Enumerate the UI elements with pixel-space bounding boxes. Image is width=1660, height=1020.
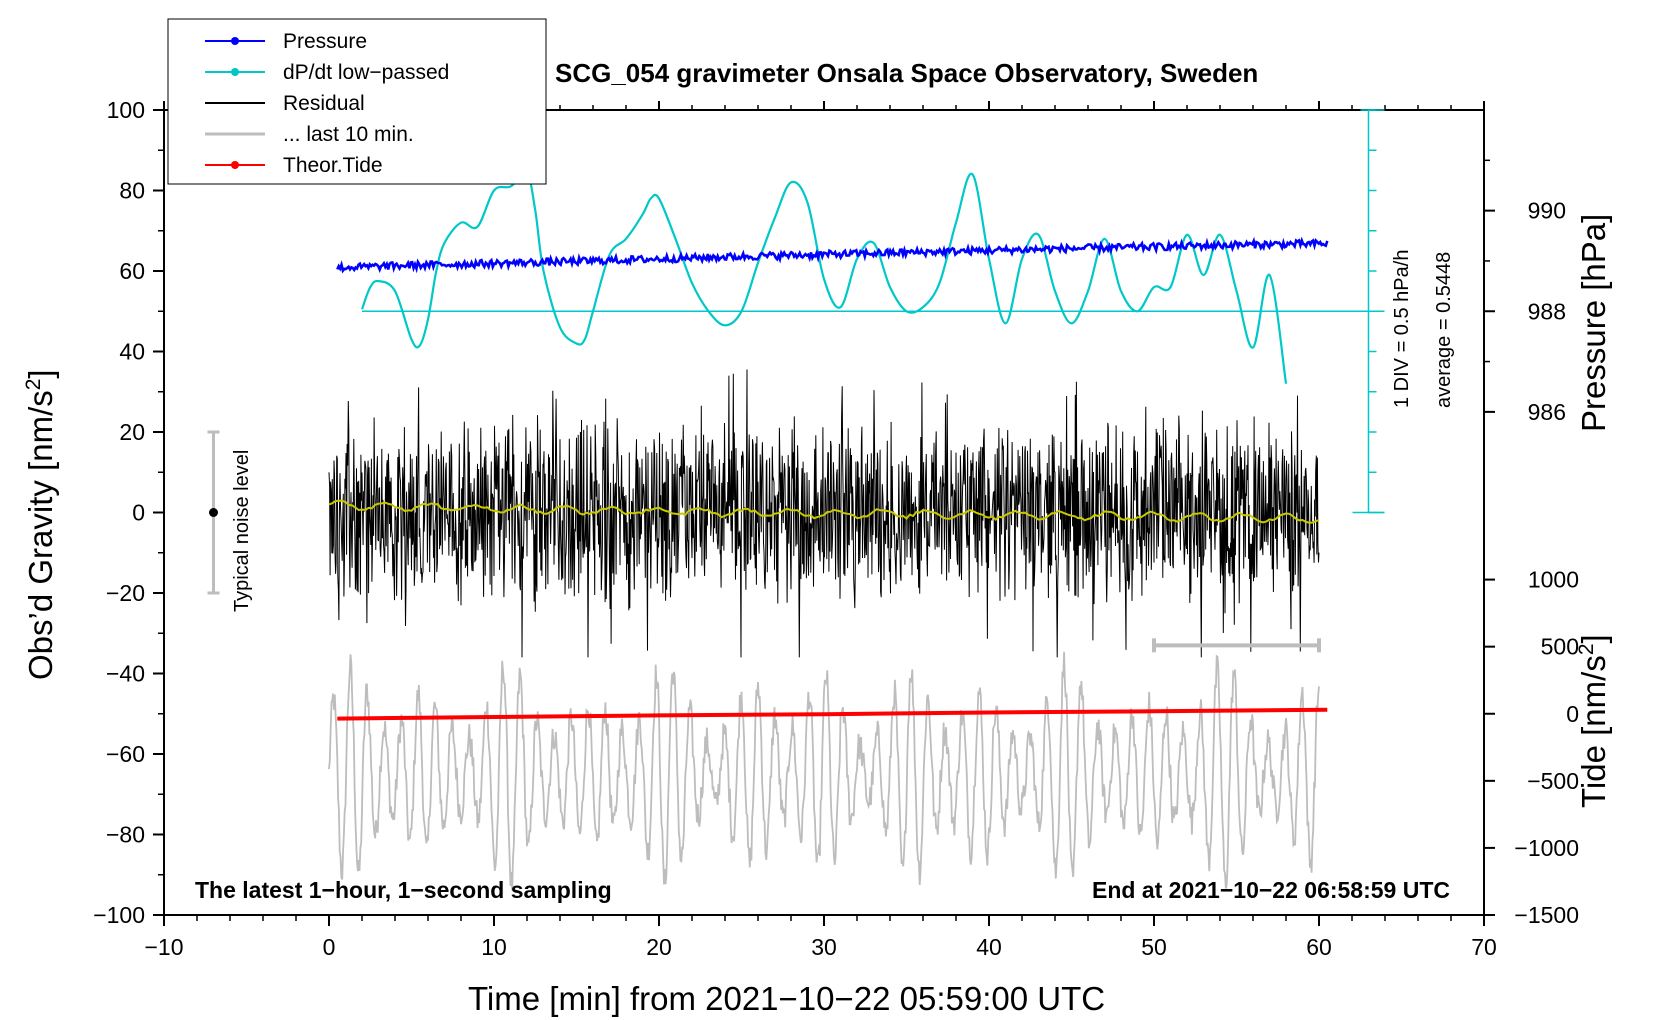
- y-ticks: −100 −80 −60 −40 −20 0 20 40 60 80 100: [93, 97, 164, 928]
- tide-axis-title-sup: 2: [1575, 643, 1598, 655]
- x-tick-label: 70: [1471, 934, 1497, 960]
- pressure-tick-label: 986: [1528, 399, 1566, 425]
- legend-label: Residual: [283, 92, 365, 115]
- legend-marker: [231, 161, 239, 169]
- series-residual-smoothed: [328, 499, 1320, 524]
- series-residual: [328, 369, 1320, 658]
- chart-title: SCG_054 gravimeter Onsala Space Observat…: [555, 58, 1258, 88]
- window-bar: [1152, 638, 1321, 653]
- y-tick-label: −80: [106, 822, 145, 848]
- legend-label: ... last 10 min.: [283, 123, 414, 146]
- pressure-scale: [362, 109, 1385, 514]
- scale-bar-label: 1 DIV = 0.5 hPa/h: [1391, 250, 1413, 408]
- pressure-tick-label: 988: [1528, 298, 1566, 324]
- x-tick-label: 60: [1306, 934, 1332, 960]
- pressure-ticks: 986 988 990: [1484, 159, 1566, 425]
- x-ticks: −10 0 10 20 30 40 50 60 70: [144, 101, 1497, 960]
- annotation-right: End at 2021−10−22 06:58:59 UTC: [1092, 877, 1450, 903]
- x-tick-label: 50: [1141, 934, 1167, 960]
- legend-label: dP/dt low−passed: [283, 61, 449, 84]
- annotation-left: The latest 1−hour, 1−second sampling: [195, 877, 612, 903]
- y-tick-label: 0: [132, 500, 145, 526]
- tide-tick-label: −1000: [1514, 835, 1579, 861]
- y-tick-label: 80: [119, 178, 145, 204]
- y-tick-label: 20: [119, 419, 145, 445]
- legend-marker: [231, 37, 239, 45]
- legend-box: [167, 18, 547, 185]
- x-tick-label: 40: [976, 934, 1002, 960]
- tide-ticks: −1500 −1000 −500 0 500 1000: [1484, 567, 1579, 928]
- legend-marker: [231, 68, 239, 76]
- y-axis-title-close: ]: [22, 369, 59, 378]
- tide-axis-title: Tide [nm/s2]: [1575, 634, 1612, 808]
- x-axis-title: Time [min] from 2021−10−22 05:59:00 UTC: [468, 980, 1105, 1017]
- x-tick-label: 0: [323, 934, 336, 960]
- y-tick-label: 40: [119, 339, 145, 365]
- average-label: average = 0.5448: [1433, 252, 1455, 408]
- y-tick-label: −20: [106, 580, 145, 606]
- plot-series: [328, 172, 1329, 891]
- pressure-axis-title: Pressure [hPa]: [1575, 214, 1612, 432]
- x-tick-label: 20: [646, 934, 672, 960]
- tide-tick-label: 0: [1566, 701, 1579, 727]
- series-theor-tide: [337, 707, 1328, 721]
- y-tick-label: 60: [119, 258, 145, 284]
- series-last-10-min: [328, 651, 1320, 891]
- noise-bar-center: [209, 508, 218, 517]
- y-tick-label: −40: [106, 661, 145, 687]
- tide-axis-title-main: Tide [nm/s: [1575, 655, 1612, 808]
- tide-tick-label: −1500: [1514, 902, 1579, 928]
- noise-level-bar: [207, 430, 220, 595]
- tide-tick-label: −500: [1527, 768, 1579, 794]
- y-tick-label: −100: [93, 902, 145, 928]
- legend: Pressure dP/dt low−passed Residual ... last…: [167, 18, 547, 185]
- series-dpdt: [360, 172, 1288, 384]
- legend-label: Pressure: [283, 30, 367, 53]
- legend-label: Theor.Tide: [283, 154, 383, 177]
- noise-level-label: Typical noise level: [231, 450, 253, 612]
- x-tick-label: 10: [481, 934, 507, 960]
- y-axis-title-main: Obs’d Gravity [nm/s: [22, 390, 59, 680]
- y-tick-label: −60: [106, 741, 145, 767]
- series-pressure: [336, 236, 1329, 274]
- x-tick-label: −10: [144, 934, 183, 960]
- x-tick-label: 30: [811, 934, 837, 960]
- tide-tick-label: 1000: [1528, 567, 1579, 593]
- tide-tick-label: 500: [1541, 634, 1579, 660]
- tide-axis-title-close: ]: [1575, 634, 1612, 643]
- pressure-tick-label: 990: [1528, 198, 1566, 224]
- y-tick-label: 100: [107, 97, 145, 123]
- y-axis-title-sup: 2: [22, 379, 45, 391]
- y-axis-title: Obs’d Gravity [nm/s2]: [22, 369, 59, 680]
